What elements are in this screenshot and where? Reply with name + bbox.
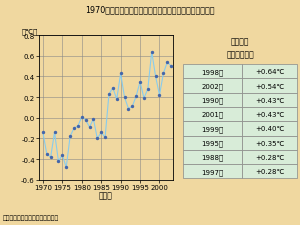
Text: +0.28℃: +0.28℃ bbox=[255, 169, 284, 174]
Text: 2002年: 2002年 bbox=[202, 83, 224, 89]
FancyBboxPatch shape bbox=[242, 108, 297, 122]
Point bbox=[95, 137, 100, 141]
FancyBboxPatch shape bbox=[183, 136, 242, 150]
Point bbox=[91, 117, 96, 121]
Text: +0.43℃: +0.43℃ bbox=[255, 97, 284, 103]
Text: +0.43℃: +0.43℃ bbox=[255, 112, 284, 117]
Text: （℃）: （℃） bbox=[21, 28, 38, 35]
Point bbox=[72, 127, 76, 130]
Text: 2001年: 2001年 bbox=[202, 111, 224, 118]
FancyBboxPatch shape bbox=[242, 122, 297, 136]
Text: +0.40℃: +0.40℃ bbox=[255, 126, 284, 132]
Point bbox=[83, 119, 88, 122]
Point bbox=[114, 98, 119, 101]
Text: +0.28℃: +0.28℃ bbox=[255, 154, 284, 160]
Point bbox=[106, 93, 111, 97]
Point bbox=[110, 87, 115, 90]
Point bbox=[153, 75, 158, 79]
Text: +0.64℃: +0.64℃ bbox=[255, 69, 284, 75]
Point bbox=[165, 61, 170, 65]
Point bbox=[60, 153, 65, 157]
Point bbox=[138, 81, 142, 84]
FancyBboxPatch shape bbox=[242, 79, 297, 93]
Point bbox=[56, 160, 61, 163]
Point bbox=[44, 153, 49, 156]
Text: 1970年以降の世界の年平均地上気温の平年差の経年変化: 1970年以降の世界の年平均地上気温の平年差の経年変化 bbox=[85, 6, 215, 15]
FancyBboxPatch shape bbox=[183, 65, 242, 79]
Point bbox=[52, 131, 57, 135]
Point bbox=[157, 94, 162, 97]
Point bbox=[68, 135, 73, 139]
FancyBboxPatch shape bbox=[183, 93, 242, 108]
Point bbox=[76, 125, 80, 128]
FancyBboxPatch shape bbox=[242, 65, 297, 79]
Text: 大きかった年: 大きかった年 bbox=[226, 50, 254, 59]
Point bbox=[146, 88, 150, 91]
Point bbox=[161, 72, 166, 76]
Point bbox=[134, 95, 139, 99]
Point bbox=[103, 136, 107, 140]
Text: 1997年: 1997年 bbox=[202, 168, 224, 175]
FancyBboxPatch shape bbox=[183, 122, 242, 136]
Text: +0.54℃: +0.54℃ bbox=[255, 83, 284, 89]
Point bbox=[87, 126, 92, 129]
Text: 1998年: 1998年 bbox=[202, 69, 224, 75]
Point bbox=[99, 131, 103, 135]
FancyBboxPatch shape bbox=[183, 108, 242, 122]
Point bbox=[169, 65, 174, 69]
Point bbox=[40, 131, 45, 135]
Point bbox=[122, 96, 127, 99]
Point bbox=[126, 107, 131, 111]
Point bbox=[64, 166, 69, 169]
Text: 1999年: 1999年 bbox=[202, 126, 224, 132]
FancyBboxPatch shape bbox=[242, 164, 297, 179]
Point bbox=[142, 97, 146, 101]
Text: +0.35℃: +0.35℃ bbox=[255, 140, 284, 146]
Point bbox=[130, 105, 135, 109]
FancyBboxPatch shape bbox=[242, 93, 297, 108]
Text: 資料：気象庁資料より環境省作成: 資料：気象庁資料より環境省作成 bbox=[3, 215, 59, 220]
Text: 1995年: 1995年 bbox=[202, 140, 224, 146]
FancyBboxPatch shape bbox=[183, 164, 242, 179]
FancyBboxPatch shape bbox=[183, 79, 242, 93]
FancyBboxPatch shape bbox=[242, 136, 297, 150]
FancyBboxPatch shape bbox=[183, 150, 242, 164]
Text: 平年差が: 平年差が bbox=[231, 37, 249, 46]
Point bbox=[118, 72, 123, 76]
FancyBboxPatch shape bbox=[242, 150, 297, 164]
Point bbox=[48, 155, 53, 159]
X-axis label: （年）: （年） bbox=[99, 190, 113, 199]
Text: 1988年: 1988年 bbox=[202, 154, 224, 160]
Point bbox=[149, 51, 154, 54]
Text: 1990年: 1990年 bbox=[202, 97, 224, 104]
Point bbox=[80, 115, 84, 119]
